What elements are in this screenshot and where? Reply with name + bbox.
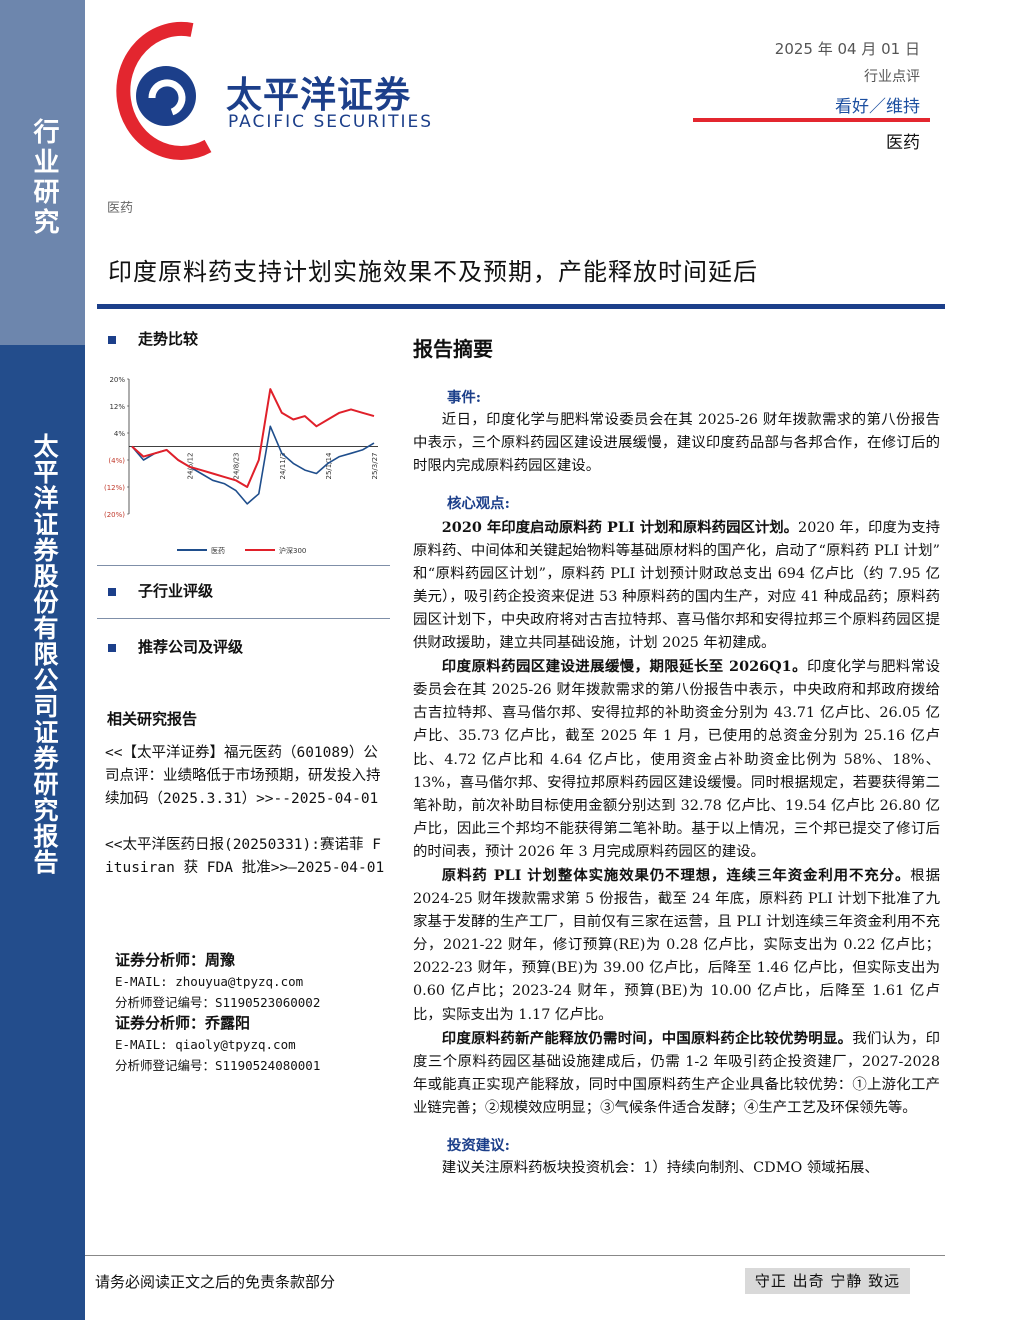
legend-label: 医药 bbox=[211, 546, 225, 555]
disclaimer: 请务必阅读正文之后的免责条款部分 bbox=[95, 1273, 336, 1291]
lead: 2020 年印度启动原料药 PLI 计划和原料药园区计划。 bbox=[441, 518, 799, 536]
lead: 印度原料药园区建设进展缓慢，期限延长至 2026Q1。 bbox=[441, 658, 807, 676]
paragraph: 近日，印度化学与肥料常设委员会在其 2025-26 财年拨款需求的第八份报告中表… bbox=[413, 412, 940, 475]
heading-text: 走势比较 bbox=[138, 330, 199, 348]
analysts: 证券分析师：周豫 E-MAIL: zhouyua@tpyzq.com 分析师登记… bbox=[115, 950, 320, 1076]
x-tick-label: 24/11/3 bbox=[279, 453, 287, 480]
paragraph: 建议关注原料药板块投资机会：1）持续向制剂、CDMO 领域拓展、 bbox=[441, 1160, 879, 1177]
paragraph: 印度原料药新产能释放仍需时间，中国原料药企比较优势明显。我们认为，印度三个原料药… bbox=[413, 1027, 940, 1120]
industry: 医药 bbox=[886, 133, 920, 153]
y-tick-label: 20% bbox=[109, 376, 125, 384]
doc-type: 行业点评 bbox=[864, 69, 920, 85]
y-tick-label: 12% bbox=[109, 403, 125, 411]
logo-arc bbox=[116, 21, 212, 160]
series-line bbox=[131, 425, 375, 505]
section-heading: 子行业评级 bbox=[108, 580, 213, 601]
section-heading: 推荐公司及评级 bbox=[108, 636, 243, 657]
analyst-name: 证券分析师：周豫 bbox=[115, 951, 236, 969]
lead: 印度原料药新产能释放仍需时间，中国原料药企比较优势明显。 bbox=[441, 1029, 853, 1047]
divider bbox=[97, 618, 390, 619]
sidebar-label: 太平洋证券股份有限公司证券研究报告 bbox=[30, 433, 59, 875]
rating: 看好／维持 bbox=[835, 97, 920, 117]
paragraph: 印度原料药园区建设进展缓慢，期限延长至 2026Q1。印度化学与肥料常设委员会在… bbox=[413, 655, 940, 864]
motto: 守正 出奇 宁静 致远 bbox=[745, 1268, 910, 1294]
series-line bbox=[131, 388, 375, 488]
sub-heading: 投资建议: bbox=[447, 1137, 510, 1154]
analyst-reg: 分析师登记编号：S1190523060002 bbox=[115, 995, 321, 1010]
summary: 报告摘要 事件: 近日，印度化学与肥料常设委员会在其 2025-26 财年拨款需… bbox=[413, 337, 940, 1180]
related-heading: 相关研究报告 bbox=[107, 710, 198, 728]
section-heading: 走势比较 bbox=[108, 328, 198, 349]
heading-text: 子行业评级 bbox=[138, 582, 214, 600]
y-tick-label: (4%) bbox=[108, 457, 125, 465]
divider bbox=[97, 565, 390, 566]
y-tick-label: (20%) bbox=[104, 511, 125, 519]
body: 2020 年，印度为支持原料药、中间体和关键起始物料等基础原材料的国产化，启动了… bbox=[413, 519, 940, 652]
analyst-reg: 分析师登记编号：S1190524080001 bbox=[115, 1058, 321, 1073]
report-title: 印度原料药支持计划实施效果不及预期，产能释放时间延后 bbox=[108, 258, 758, 286]
breadcrumb: 医药 bbox=[107, 201, 134, 216]
footer-rule bbox=[85, 1255, 945, 1256]
body: 我们认为，印度三个原料药园区基础设施建成后，仍需 1-2 年吸引药企投资建厂，2… bbox=[413, 1030, 940, 1116]
sidebar-bottom: 太平洋证券股份有限公司证券研究报告 bbox=[0, 345, 85, 1320]
sub-heading: 核心观点: bbox=[447, 495, 510, 513]
analyst-email: E-MAIL: qiaoly@tpyzq.com bbox=[115, 1037, 296, 1052]
body: 根据 2024-25 财年拨款需求第 5 份报告，截至 24 年底，原料药 PL… bbox=[413, 867, 940, 1023]
logo-en: PACIFIC SECURITIES bbox=[228, 112, 434, 132]
y-tick-label: (12%) bbox=[104, 484, 125, 492]
title-rule bbox=[97, 304, 945, 309]
summary-heading: 报告摘要 bbox=[413, 337, 493, 361]
x-tick-label: 24/8/23 bbox=[233, 453, 241, 480]
x-tick-label: 24/6/12 bbox=[187, 453, 195, 480]
lead: 原料药 PLI 计划整体实施效果仍不理想，连续三年资金利用不充分。 bbox=[441, 866, 911, 884]
x-tick-label: 25/1/14 bbox=[325, 452, 333, 480]
sidebar-top: 行业研究 bbox=[0, 0, 85, 345]
sub-heading: 事件: bbox=[447, 389, 482, 407]
body: 印度化学与肥料常设委员会在其 2025-26 财年拨款需求的第八份报告中表示，中… bbox=[413, 659, 940, 860]
logo-cn: 太平洋证券 bbox=[226, 75, 412, 116]
trend-chart: 20% 12% 4% (4%) (12%) (20%) 24/6/12 24/8/23 24/1… bbox=[104, 376, 379, 555]
x-tick-label: 25/3/27 bbox=[371, 453, 379, 480]
paragraph: 2020 年印度启动原料药 PLI 计划和原料药园区计划。2020 年，印度为支… bbox=[413, 516, 940, 656]
paragraph: 原料药 PLI 计划整体实施效果仍不理想，连续三年资金利用不充分。根据 2024… bbox=[413, 864, 940, 1027]
header-rule bbox=[693, 118, 930, 122]
legend-label: 沪深300 bbox=[279, 546, 306, 555]
heading-text: 推荐公司及评级 bbox=[138, 638, 244, 656]
analyst-name: 证券分析师：乔露阳 bbox=[115, 1014, 251, 1032]
related-report: <<太平洋医药日报(20250331):赛诺菲 Fitusiran 获 FDA … bbox=[105, 837, 385, 876]
y-tick-label: 4% bbox=[114, 430, 125, 438]
logo-mark bbox=[116, 21, 212, 160]
sidebar-label: 行业研究 bbox=[29, 118, 59, 238]
analyst-email: E-MAIL: zhouyua@tpyzq.com bbox=[115, 974, 304, 989]
report-date: 2025 年 04 月 01 日 bbox=[774, 40, 920, 58]
logo-swirl bbox=[148, 79, 186, 116]
logo-circle bbox=[136, 66, 196, 126]
related-report: <<【太平洋证券】福元医药（601089）公司点评：业绩略低于市场预期，研发投入… bbox=[105, 745, 381, 807]
